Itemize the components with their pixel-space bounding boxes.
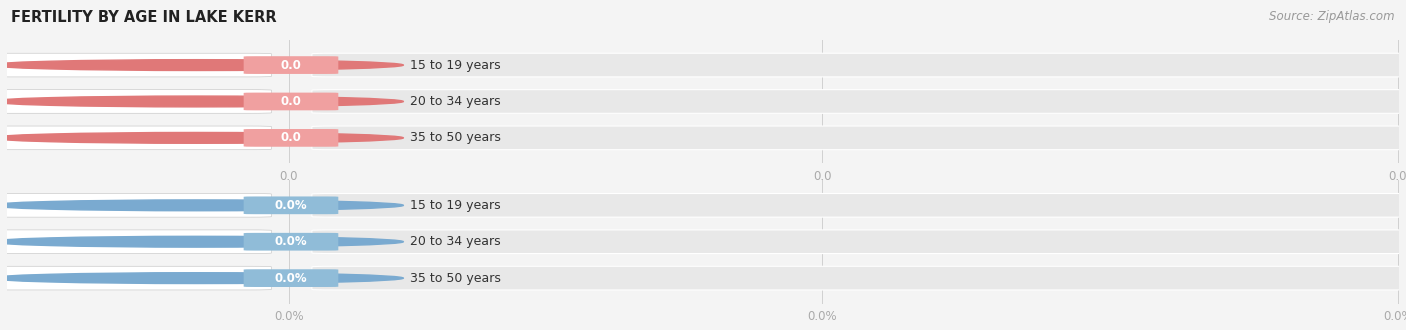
- FancyBboxPatch shape: [312, 230, 1406, 253]
- FancyBboxPatch shape: [312, 90, 1406, 113]
- Text: 0.0: 0.0: [280, 170, 298, 183]
- Text: 35 to 50 years: 35 to 50 years: [411, 272, 501, 284]
- Text: 0.0%: 0.0%: [274, 235, 308, 248]
- FancyBboxPatch shape: [312, 53, 1406, 77]
- FancyBboxPatch shape: [243, 233, 339, 250]
- Text: 0.0: 0.0: [281, 95, 301, 108]
- Text: 20 to 34 years: 20 to 34 years: [411, 235, 501, 248]
- FancyBboxPatch shape: [243, 129, 339, 147]
- Text: FERTILITY BY AGE IN LAKE KERR: FERTILITY BY AGE IN LAKE KERR: [11, 10, 277, 25]
- Circle shape: [0, 60, 404, 71]
- Text: 0.0%: 0.0%: [274, 199, 308, 212]
- Text: 0.0%: 0.0%: [807, 310, 837, 323]
- FancyBboxPatch shape: [243, 269, 339, 287]
- Text: 0.0%: 0.0%: [1382, 310, 1406, 323]
- Text: 15 to 19 years: 15 to 19 years: [411, 199, 501, 212]
- Text: 20 to 34 years: 20 to 34 years: [411, 95, 501, 108]
- Circle shape: [0, 200, 404, 211]
- Text: 0.0: 0.0: [281, 131, 301, 144]
- FancyBboxPatch shape: [0, 230, 271, 253]
- Circle shape: [0, 132, 404, 143]
- FancyBboxPatch shape: [0, 90, 271, 113]
- FancyBboxPatch shape: [243, 196, 339, 214]
- Circle shape: [0, 236, 404, 247]
- FancyBboxPatch shape: [0, 53, 271, 77]
- Text: 35 to 50 years: 35 to 50 years: [411, 131, 501, 144]
- Circle shape: [0, 273, 404, 283]
- Text: Source: ZipAtlas.com: Source: ZipAtlas.com: [1270, 10, 1395, 23]
- Text: 15 to 19 years: 15 to 19 years: [411, 59, 501, 72]
- Text: 0.0: 0.0: [1388, 170, 1406, 183]
- FancyBboxPatch shape: [0, 126, 271, 150]
- Text: 0.0: 0.0: [281, 59, 301, 72]
- FancyBboxPatch shape: [312, 126, 1406, 150]
- Circle shape: [0, 96, 404, 107]
- FancyBboxPatch shape: [243, 93, 339, 110]
- FancyBboxPatch shape: [312, 193, 1406, 217]
- FancyBboxPatch shape: [0, 193, 271, 217]
- Text: 0.0: 0.0: [813, 170, 831, 183]
- Text: 0.0%: 0.0%: [274, 272, 308, 284]
- Text: 0.0%: 0.0%: [274, 310, 304, 323]
- FancyBboxPatch shape: [243, 56, 339, 74]
- FancyBboxPatch shape: [0, 266, 271, 290]
- FancyBboxPatch shape: [312, 266, 1406, 290]
